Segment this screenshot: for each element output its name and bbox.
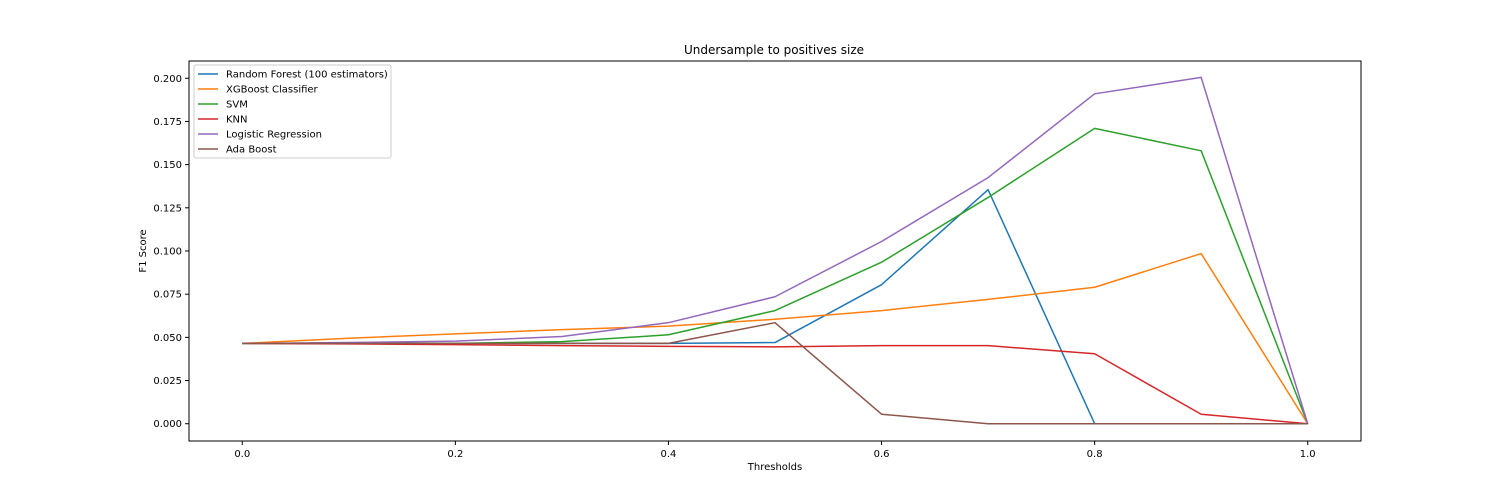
y-tick-label: 0.100 [153,247,182,258]
series-line-0 [242,188,1308,425]
x-tick-label: 0.6 [874,449,890,460]
y-axis-label: F1 Score [138,229,149,272]
x-tick-label: 0.8 [1087,449,1103,460]
y-tick-label: 0.025 [153,376,182,387]
series-line-3 [242,342,1308,425]
legend-label-0: Random Forest (100 estimators) [226,70,388,81]
y-tick-label: 0.000 [153,419,182,430]
y-tick-label: 0.050 [153,333,182,344]
x-tick-label: 0.4 [661,449,677,460]
x-tick-label: 1.0 [1300,449,1316,460]
legend-label-2: SVM [226,100,248,111]
legend-label-4: Logistic Regression [226,130,322,141]
series-line-1 [242,252,1309,425]
legend: Random Forest (100 estimators) XGBoost Cl… [193,64,392,159]
series-line-5 [242,321,1308,425]
y-tick-label: 0.150 [153,160,182,171]
x-tick-label: 0.2 [447,449,463,460]
x-axis: 0.0 0.2 0.4 0.6 0.8 1.0 [234,441,1316,460]
y-tick-label: 0.200 [153,74,182,85]
x-axis-label: Thresholds [747,462,803,473]
legend-label-5: Ada Boost [226,145,277,156]
chart-title: Undersample to positives size [684,43,864,57]
y-tick-label: 0.175 [153,117,182,128]
series-layer [242,76,1309,425]
x-tick-label: 0.0 [234,449,250,460]
series-line-4 [242,76,1309,424]
y-axis: 0.000 0.025 0.050 0.075 0.100 0.125 0.150 0.175… [153,74,189,430]
y-tick-label: 0.125 [153,203,182,214]
y-tick-label: 0.075 [153,290,182,301]
series-line-2 [242,127,1309,425]
legend-label-1: XGBoost Classifier [226,85,319,96]
legend-label-3: KNN [226,115,248,126]
legend-box [193,64,392,159]
